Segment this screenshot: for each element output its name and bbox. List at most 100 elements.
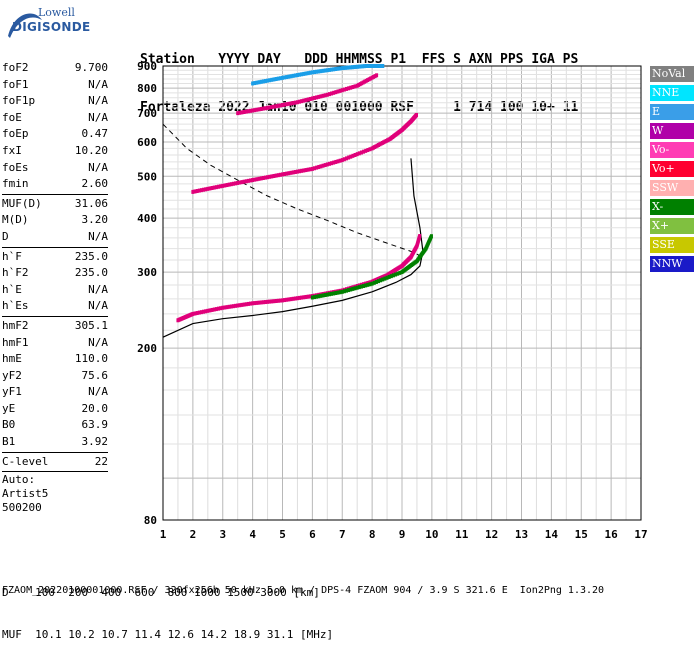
trace-point xyxy=(195,189,199,194)
trace-point xyxy=(359,64,363,69)
trace-point xyxy=(248,178,252,183)
trace-point xyxy=(308,70,312,75)
param-row-hmf2: hmF2 305.1 xyxy=(2,318,108,335)
trace-point xyxy=(310,70,314,75)
trace-point xyxy=(285,171,289,176)
trace-point xyxy=(321,293,325,298)
param-row-fxi: fxI 10.20 xyxy=(2,143,108,160)
trace-point xyxy=(306,167,310,172)
trace-point xyxy=(238,110,242,115)
trace-point xyxy=(272,173,276,178)
param-value: 110.0 xyxy=(74,352,108,366)
trace-point xyxy=(368,147,372,152)
param-row-clevel: C-level 22 xyxy=(2,454,108,471)
param-row-hme: hmE 110.0 xyxy=(2,351,108,368)
trace-point xyxy=(204,309,208,314)
trace-point xyxy=(349,65,353,70)
trace-point xyxy=(319,94,323,99)
trace-point xyxy=(236,111,240,116)
y-tick-label: 400 xyxy=(137,212,157,225)
param-row-foes: foEs N/A xyxy=(2,160,108,177)
trace-point xyxy=(315,95,319,100)
trace-point xyxy=(366,148,370,153)
trace-point xyxy=(302,168,306,173)
trace-point xyxy=(345,65,349,70)
auto-line1: Auto: xyxy=(2,473,36,487)
trace-point xyxy=(300,72,304,77)
trace-point xyxy=(255,300,259,305)
trace-point xyxy=(270,299,274,304)
trace-point xyxy=(289,297,293,302)
param-value: 3.92 xyxy=(81,435,109,449)
trace-point xyxy=(285,102,289,107)
trace-point xyxy=(251,301,255,306)
param-separator xyxy=(2,471,108,473)
trace-point xyxy=(202,187,206,192)
trace-point xyxy=(257,176,261,181)
legend-item-nnw: NNW xyxy=(650,256,694,272)
legend-item-vo: Vo+ xyxy=(650,161,694,177)
trace-point xyxy=(418,234,422,239)
trace-point xyxy=(317,69,321,74)
trace-point xyxy=(352,65,356,70)
trace-point xyxy=(327,292,331,297)
trace-point xyxy=(295,169,299,174)
trace-point xyxy=(268,299,272,304)
trace-point xyxy=(272,77,276,82)
trace-point xyxy=(357,151,361,156)
y-tick-label: 900 xyxy=(137,60,157,73)
param-value: N/A xyxy=(88,229,108,243)
trace-point xyxy=(319,164,323,169)
trace-point xyxy=(340,289,344,294)
trace-point xyxy=(304,168,308,173)
param-value: 75.6 xyxy=(81,368,109,382)
trace-point xyxy=(285,75,289,80)
trace-point xyxy=(234,303,238,308)
param-row-ye: yE 20.0 xyxy=(2,401,108,418)
trace-point xyxy=(332,291,336,296)
trace-point xyxy=(349,287,353,292)
trace-point xyxy=(361,64,365,69)
trace-point xyxy=(293,296,297,301)
trace-point xyxy=(327,67,331,72)
trace-point xyxy=(287,171,291,176)
trace-point xyxy=(278,298,282,303)
trace-point xyxy=(368,282,372,287)
param-value: N/A xyxy=(88,77,108,91)
trace-point xyxy=(355,152,359,157)
x-tick-label: 13 xyxy=(515,528,528,541)
trace-point xyxy=(193,311,197,316)
trace-point xyxy=(372,280,376,285)
auto-line3: 500200 xyxy=(2,501,42,515)
trace-point xyxy=(338,290,342,295)
param-label: C-level xyxy=(2,454,49,468)
muf-curve xyxy=(162,123,424,258)
x-tick-label: 15 xyxy=(575,528,588,541)
trace-point xyxy=(197,188,201,193)
trace-point xyxy=(276,103,280,108)
trace-point xyxy=(246,178,250,183)
trace-point xyxy=(359,284,363,289)
trace-point xyxy=(313,295,317,300)
trace-point xyxy=(330,161,334,166)
trace-point xyxy=(191,189,195,194)
trace-point xyxy=(308,294,312,299)
trace-point xyxy=(396,271,400,276)
param-value: N/A xyxy=(88,110,108,124)
x-tick-label: 16 xyxy=(605,528,619,541)
trace-point xyxy=(342,65,346,70)
trace-point xyxy=(257,80,261,85)
trace-point xyxy=(274,77,278,82)
trace-point xyxy=(364,148,368,153)
param-value: 31.06 xyxy=(74,196,108,210)
x-tick-label: 1 xyxy=(160,528,167,541)
trace-point xyxy=(304,98,308,103)
param-label: fxI xyxy=(2,143,22,157)
trace-point xyxy=(364,283,368,288)
trace-point xyxy=(310,166,314,171)
legend-item-sse: SSE xyxy=(650,237,694,253)
trace-point xyxy=(246,109,250,114)
trace-point xyxy=(306,97,310,102)
trace-point xyxy=(259,106,263,111)
trace-point xyxy=(281,172,284,177)
